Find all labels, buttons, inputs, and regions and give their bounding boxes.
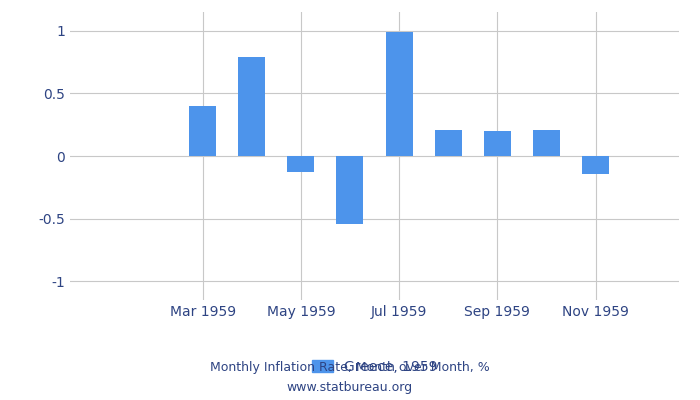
- Bar: [287, 156, 314, 172]
- Bar: [582, 156, 609, 174]
- Bar: [386, 32, 412, 156]
- Bar: [238, 57, 265, 156]
- Bar: [435, 130, 462, 156]
- Bar: [189, 106, 216, 156]
- Bar: [533, 130, 560, 156]
- Bar: [337, 156, 363, 224]
- Bar: [484, 131, 511, 156]
- Text: Monthly Inflation Rate, Month over Month, %: Monthly Inflation Rate, Month over Month…: [210, 362, 490, 374]
- Legend: Greece, 1959: Greece, 1959: [306, 354, 443, 380]
- Text: www.statbureau.org: www.statbureau.org: [287, 382, 413, 394]
